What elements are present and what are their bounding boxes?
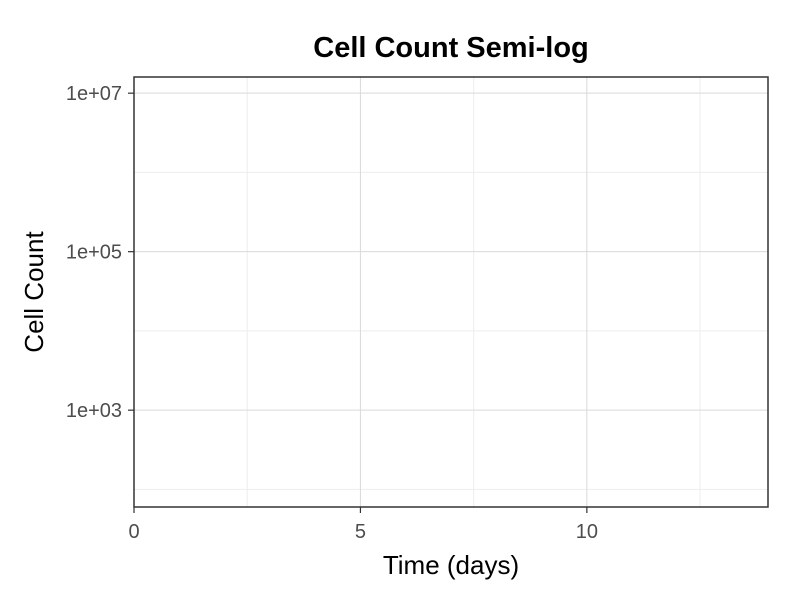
minor-gridlines-y	[134, 171, 768, 490]
panel-background	[134, 77, 768, 507]
x-tick-label: 0	[128, 521, 139, 543]
minor-gridlines-x	[246, 77, 701, 507]
x-tick-label: 10	[576, 521, 598, 543]
y-axis: 1e+03 1e+05 1e+07	[66, 83, 134, 422]
panel-border	[133, 76, 769, 508]
y-tick-label: 1e+03	[66, 400, 122, 422]
major-gridlines-y	[134, 92, 768, 411]
y-tick-label: 1e+05	[66, 242, 122, 264]
plot-panel	[133, 76, 769, 508]
x-axis: 0 5 10	[128, 507, 598, 543]
x-axis-label: Time (days)	[383, 550, 519, 580]
y-axis-label: Cell Count	[19, 231, 49, 353]
chart-title: Cell Count Semi-log	[313, 32, 589, 64]
x-tick-label: 5	[355, 521, 366, 543]
y-tick-label: 1e+07	[66, 83, 122, 105]
